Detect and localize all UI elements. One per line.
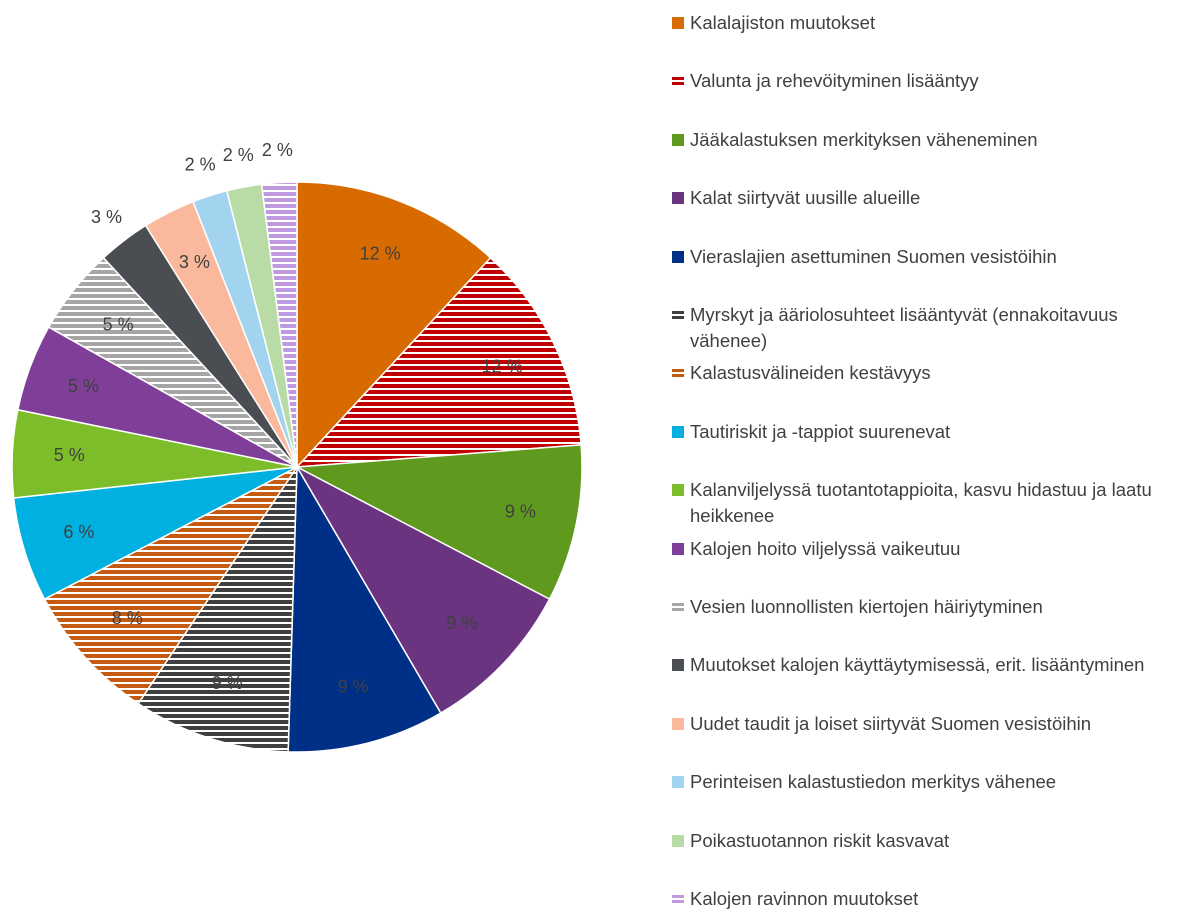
legend-label: Uudet taudit ja loiset siirtyvät Suomen … [690, 712, 1092, 734]
legend-label: Kalanviljelyssä tuotantotappioita, kasvu… [690, 479, 1152, 527]
data-label: 3 % [179, 252, 210, 272]
swatch-stripe [672, 374, 684, 378]
legend-swatch [672, 17, 684, 29]
data-label: 5 % [103, 314, 134, 334]
legend-label: Kalojen ravinnon muutokset [690, 888, 919, 909]
data-label: 2 % [262, 140, 293, 160]
swatch-stripe [672, 311, 684, 314]
legend-label: Kalastusvälineiden kestävyys [690, 362, 931, 384]
data-label: 5 % [54, 445, 85, 465]
legend-swatch [672, 133, 684, 146]
legend-label: Kalalajiston muutokset [690, 12, 876, 33]
legend-label: Tautiriskit ja -tappiot suurenevat [690, 420, 951, 442]
legend-label: Vesien luonnollisten kiertojen häiriytym… [690, 596, 1043, 617]
legend-item: Jääkalastuksen merkityksen väheneminen [672, 127, 1187, 153]
swatch [672, 17, 684, 29]
data-label: 12 % [482, 356, 523, 376]
data-label: 5 % [68, 376, 99, 396]
legend-item: Kalojen ravinnon muutokset [672, 886, 1187, 912]
swatch-stripe [672, 77, 684, 81]
legend-label: Kalat siirtyvät uusille alueille [690, 187, 921, 209]
swatch [672, 133, 684, 146]
swatch-stripe [672, 316, 684, 319]
legend-label: Myrskyt ja ääriolosuhteet lisääntyvät (e… [690, 304, 1118, 351]
legend-swatch [672, 834, 684, 847]
legend-item: Poikastuotannon riskit kasvavat [672, 828, 1187, 854]
legend-item: Valunta ja rehevöityminen lisääntyy [672, 68, 1187, 94]
legend-item: Muutokset kalojen käyttäytymisessä, erit… [672, 652, 1187, 678]
legend-swatch [672, 717, 684, 730]
legend-label: Poikastuotannon riskit kasvavat [690, 829, 950, 851]
data-label: 9 % [505, 502, 536, 522]
swatch [672, 484, 684, 497]
legend-swatch [672, 484, 684, 497]
swatch-stripe [672, 82, 684, 86]
swatch [672, 834, 684, 847]
data-label: 12 % [360, 243, 401, 263]
swatch-stripe [672, 608, 684, 611]
swatch [672, 250, 684, 263]
swatch-stripe [672, 369, 684, 373]
pie-slice [137, 464, 298, 753]
legend-item: Uudet taudit ja loiset siirtyvät Suomen … [672, 711, 1187, 737]
data-label: 9 % [338, 677, 369, 697]
data-label: 2 % [185, 155, 216, 175]
data-label: 9 % [212, 673, 243, 693]
legend-swatch [672, 77, 684, 86]
legend-item: Kalojen hoito viljelyssä vaikeutuu [672, 536, 1187, 562]
pie-slice [296, 181, 492, 469]
legend-label: Kalojen hoito viljelyssä vaikeutuu [690, 537, 961, 559]
pie-slice [295, 465, 551, 715]
legend-item: Vieraslajien asettuminen Suomen vesistöi… [672, 244, 1187, 270]
legend-swatch [672, 250, 684, 263]
legend-label: Vieraslajien asettuminen Suomen vesistöi… [690, 245, 1057, 267]
legend-item: Perinteisen kalastustiedon merkitys vähe… [672, 769, 1187, 795]
legend-item: Vesien luonnollisten kiertojen häiriytym… [672, 594, 1187, 620]
pie-slice [294, 444, 583, 601]
legend-swatch [672, 542, 684, 555]
data-label: 3 % [91, 207, 122, 227]
legend-swatch [672, 603, 684, 611]
swatch [672, 717, 684, 730]
legend-swatch [672, 776, 684, 789]
swatch [672, 192, 684, 205]
swatch-stripe [672, 603, 684, 606]
data-label: 6 % [63, 522, 94, 542]
legend-swatch [672, 895, 684, 903]
legend-item: Kalalajiston muutokset [672, 10, 1187, 36]
legend-swatch [672, 369, 684, 378]
pie-slice [43, 466, 298, 705]
legend-label: Muutokset kalojen käyttäytymisessä, erit… [690, 654, 1145, 676]
swatch [672, 542, 684, 555]
legend-label: Valunta ja rehevöityminen lisääntyy [690, 70, 979, 92]
chart: 12 % 12 % 9 % 9 % 9 % 9 % 8 % 6 % 5 % 5 % 5 % 3 % 3 … [11, 140, 583, 753]
pie-slice [260, 181, 298, 468]
swatch [672, 425, 684, 438]
swatch-stripe [672, 895, 684, 898]
swatch [672, 776, 684, 789]
legend-label: Jääkalastuksen merkityksen väheneminen [690, 128, 1038, 150]
swatch-stripe [672, 900, 684, 903]
legend-swatch [672, 311, 684, 319]
swatch [672, 659, 684, 672]
legend-item: Tautiriskit ja -tappiot suurenevat [672, 419, 1187, 445]
data-label: 2 % [223, 145, 254, 165]
legend-swatch [672, 192, 684, 205]
legend-label: Perinteisen kalastustiedon merkitys vähe… [690, 771, 1057, 793]
legend-item: Kalat siirtyvät uusille alueille [672, 185, 1187, 211]
legend-item: Kalastusvälineiden kestävyys [672, 360, 1187, 386]
legend-swatch [672, 659, 684, 672]
legend-swatch [672, 425, 684, 438]
legend-item: Myrskyt ja ääriolosuhteet lisääntyvät (e… [672, 302, 1187, 354]
pie-slice [295, 256, 582, 468]
data-label: 8 % [112, 608, 143, 628]
pie-slice [287, 464, 442, 753]
legend-item: Kalanviljelyssä tuotantotappioita, kasvu… [672, 477, 1187, 529]
data-label: 9 % [446, 613, 477, 633]
